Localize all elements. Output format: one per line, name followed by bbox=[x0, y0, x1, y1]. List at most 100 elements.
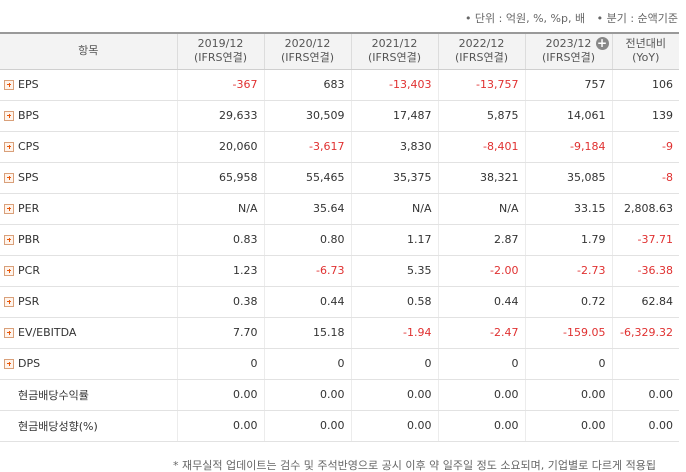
table-cell: -2.47 bbox=[437, 317, 525, 349]
expand-plus-icon[interactable] bbox=[4, 296, 14, 307]
table-cell: 62.84 bbox=[611, 286, 679, 318]
row-label[interactable]: EPS bbox=[0, 69, 177, 101]
table-cell: -2.00 bbox=[437, 255, 525, 287]
table-cell: -1.94 bbox=[350, 317, 438, 349]
table-cell: 2,808.63 bbox=[611, 193, 679, 225]
table-cell: 0.44 bbox=[263, 286, 351, 318]
expand-plus-icon[interactable] bbox=[4, 79, 14, 90]
table-cell: 30,509 bbox=[263, 100, 351, 132]
table-cell: 0.00 bbox=[524, 379, 612, 411]
table-cell: 683 bbox=[263, 69, 351, 101]
row-label[interactable]: PSR bbox=[0, 286, 177, 318]
table-cell: 0.00 bbox=[437, 379, 525, 411]
table-cell: 20,060 bbox=[176, 131, 264, 163]
table-cell: 17,487 bbox=[350, 100, 438, 132]
row-label[interactable]: EV/EBITDA bbox=[0, 317, 177, 349]
table-cell: -6,329.32 bbox=[611, 317, 679, 349]
table-cell: 33.15 bbox=[524, 193, 612, 225]
table-cell: -2.73 bbox=[524, 255, 612, 287]
table-cell: 65,958 bbox=[176, 162, 264, 194]
table-cell: -36.38 bbox=[611, 255, 679, 287]
table-cell: 0.00 bbox=[611, 410, 679, 442]
financial-ratio-table: 항목 2019/12 (IFRS연결) 2020/12 (IFRS연결) 2021/… bbox=[0, 32, 679, 442]
table-row: 현금배당수익률 0.00 0.00 0.00 0.00 0.00 0.00 bbox=[0, 379, 679, 411]
table-row: PBR 0.83 0.80 1.17 2.87 1.79 -37.71 bbox=[0, 224, 679, 256]
table-cell: -367 bbox=[176, 69, 264, 101]
table-cell: 0.00 bbox=[263, 379, 351, 411]
expand-plus-icon[interactable] bbox=[4, 172, 14, 183]
expand-plus-icon[interactable] bbox=[4, 203, 14, 214]
row-label[interactable]: PBR bbox=[0, 224, 177, 256]
table-cell: 35,085 bbox=[524, 162, 612, 194]
table-row: BPS 29,633 30,509 17,487 5,875 14,061 139 bbox=[0, 100, 679, 132]
table-cell: 0.00 bbox=[176, 379, 264, 411]
table-row: PCR 1.23 -6.73 5.35 -2.00 -2.73 -36.38 bbox=[0, 255, 679, 287]
row-label[interactable]: PER bbox=[0, 193, 177, 225]
expand-plus-icon[interactable] bbox=[4, 141, 14, 152]
period-note: • 분기 : 순액기준 bbox=[596, 12, 678, 25]
table-cell: 0 bbox=[350, 348, 438, 380]
table-cell: 5,875 bbox=[437, 100, 525, 132]
header-col-2023: 2023/12 (IFRS연결) + bbox=[524, 32, 612, 70]
table-cell: 3,830 bbox=[350, 131, 438, 163]
row-label[interactable]: SPS bbox=[0, 162, 177, 194]
table-cell: 0.38 bbox=[176, 286, 264, 318]
header-item: 항목 bbox=[0, 32, 177, 70]
unit-notes: • 단위 : 억원, %, %p, 배 • 분기 : 순액기준 bbox=[457, 10, 678, 26]
table-row: PSR 0.38 0.44 0.58 0.44 0.72 62.84 bbox=[0, 286, 679, 318]
table-cell: -159.05 bbox=[524, 317, 612, 349]
table-cell: 0.00 bbox=[350, 410, 438, 442]
table-cell: 35,375 bbox=[350, 162, 438, 194]
table-cell: 1.23 bbox=[176, 255, 264, 287]
table-cell: 38,321 bbox=[437, 162, 525, 194]
table-cell: -37.71 bbox=[611, 224, 679, 256]
row-label[interactable]: CPS bbox=[0, 131, 177, 163]
table-cell: 757 bbox=[524, 69, 612, 101]
table-row: SPS 65,958 55,465 35,375 38,321 35,085 -8 bbox=[0, 162, 679, 194]
expand-plus-icon[interactable] bbox=[4, 358, 14, 369]
header-col-2020: 2020/12 (IFRS연결) bbox=[263, 32, 351, 70]
table-cell: 1.79 bbox=[524, 224, 612, 256]
table-cell: 0.00 bbox=[611, 379, 679, 411]
expand-plus-icon[interactable] bbox=[4, 265, 14, 276]
table-cell: 55,465 bbox=[263, 162, 351, 194]
table-cell: 0 bbox=[524, 348, 612, 380]
table-cell: 1.17 bbox=[350, 224, 438, 256]
table-cell: 0 bbox=[263, 348, 351, 380]
table-cell: -6.73 bbox=[263, 255, 351, 287]
add-column-icon[interactable]: + bbox=[595, 36, 609, 50]
table-row: CPS 20,060 -3,617 3,830 -8,401 -9,184 -9 bbox=[0, 131, 679, 163]
header-col-2022: 2022/12 (IFRS연결) bbox=[437, 32, 525, 70]
expand-plus-icon[interactable] bbox=[4, 327, 14, 338]
table-cell: 14,061 bbox=[524, 100, 612, 132]
table-cell: -3,617 bbox=[263, 131, 351, 163]
unit-note: • 단위 : 억원, %, %p, 배 bbox=[464, 12, 586, 25]
table-row: EPS -367 683 -13,403 -13,757 757 106 bbox=[0, 69, 679, 101]
table-cell: 2.87 bbox=[437, 224, 525, 256]
row-label[interactable]: DPS bbox=[0, 348, 177, 380]
table-cell: 0.00 bbox=[437, 410, 525, 442]
table-cell: 0.58 bbox=[350, 286, 438, 318]
row-label: 현금배당수익률 bbox=[0, 379, 177, 411]
table-cell: N/A bbox=[176, 193, 264, 225]
row-label[interactable]: BPS bbox=[0, 100, 177, 132]
table-cell: 0 bbox=[176, 348, 264, 380]
table-cell: 0.83 bbox=[176, 224, 264, 256]
table-cell: 0.00 bbox=[350, 379, 438, 411]
row-label: 현금배당성향(%) bbox=[0, 410, 177, 442]
table-cell: N/A bbox=[437, 193, 525, 225]
table-cell: 0.00 bbox=[176, 410, 264, 442]
table-cell: 0 bbox=[437, 348, 525, 380]
table-cell: 5.35 bbox=[350, 255, 438, 287]
table-cell: -13,757 bbox=[437, 69, 525, 101]
expand-plus-icon[interactable] bbox=[4, 234, 14, 245]
table-cell: N/A bbox=[350, 193, 438, 225]
expand-plus-icon[interactable] bbox=[4, 110, 14, 121]
table-cell: 0.80 bbox=[263, 224, 351, 256]
table-cell: 106 bbox=[611, 69, 679, 101]
table-cell: -8,401 bbox=[437, 131, 525, 163]
table-row: EV/EBITDA 7.70 15.18 -1.94 -2.47 -159.05 -6,32… bbox=[0, 317, 679, 349]
table-cell bbox=[611, 348, 679, 380]
table-cell: -9,184 bbox=[524, 131, 612, 163]
row-label[interactable]: PCR bbox=[0, 255, 177, 287]
